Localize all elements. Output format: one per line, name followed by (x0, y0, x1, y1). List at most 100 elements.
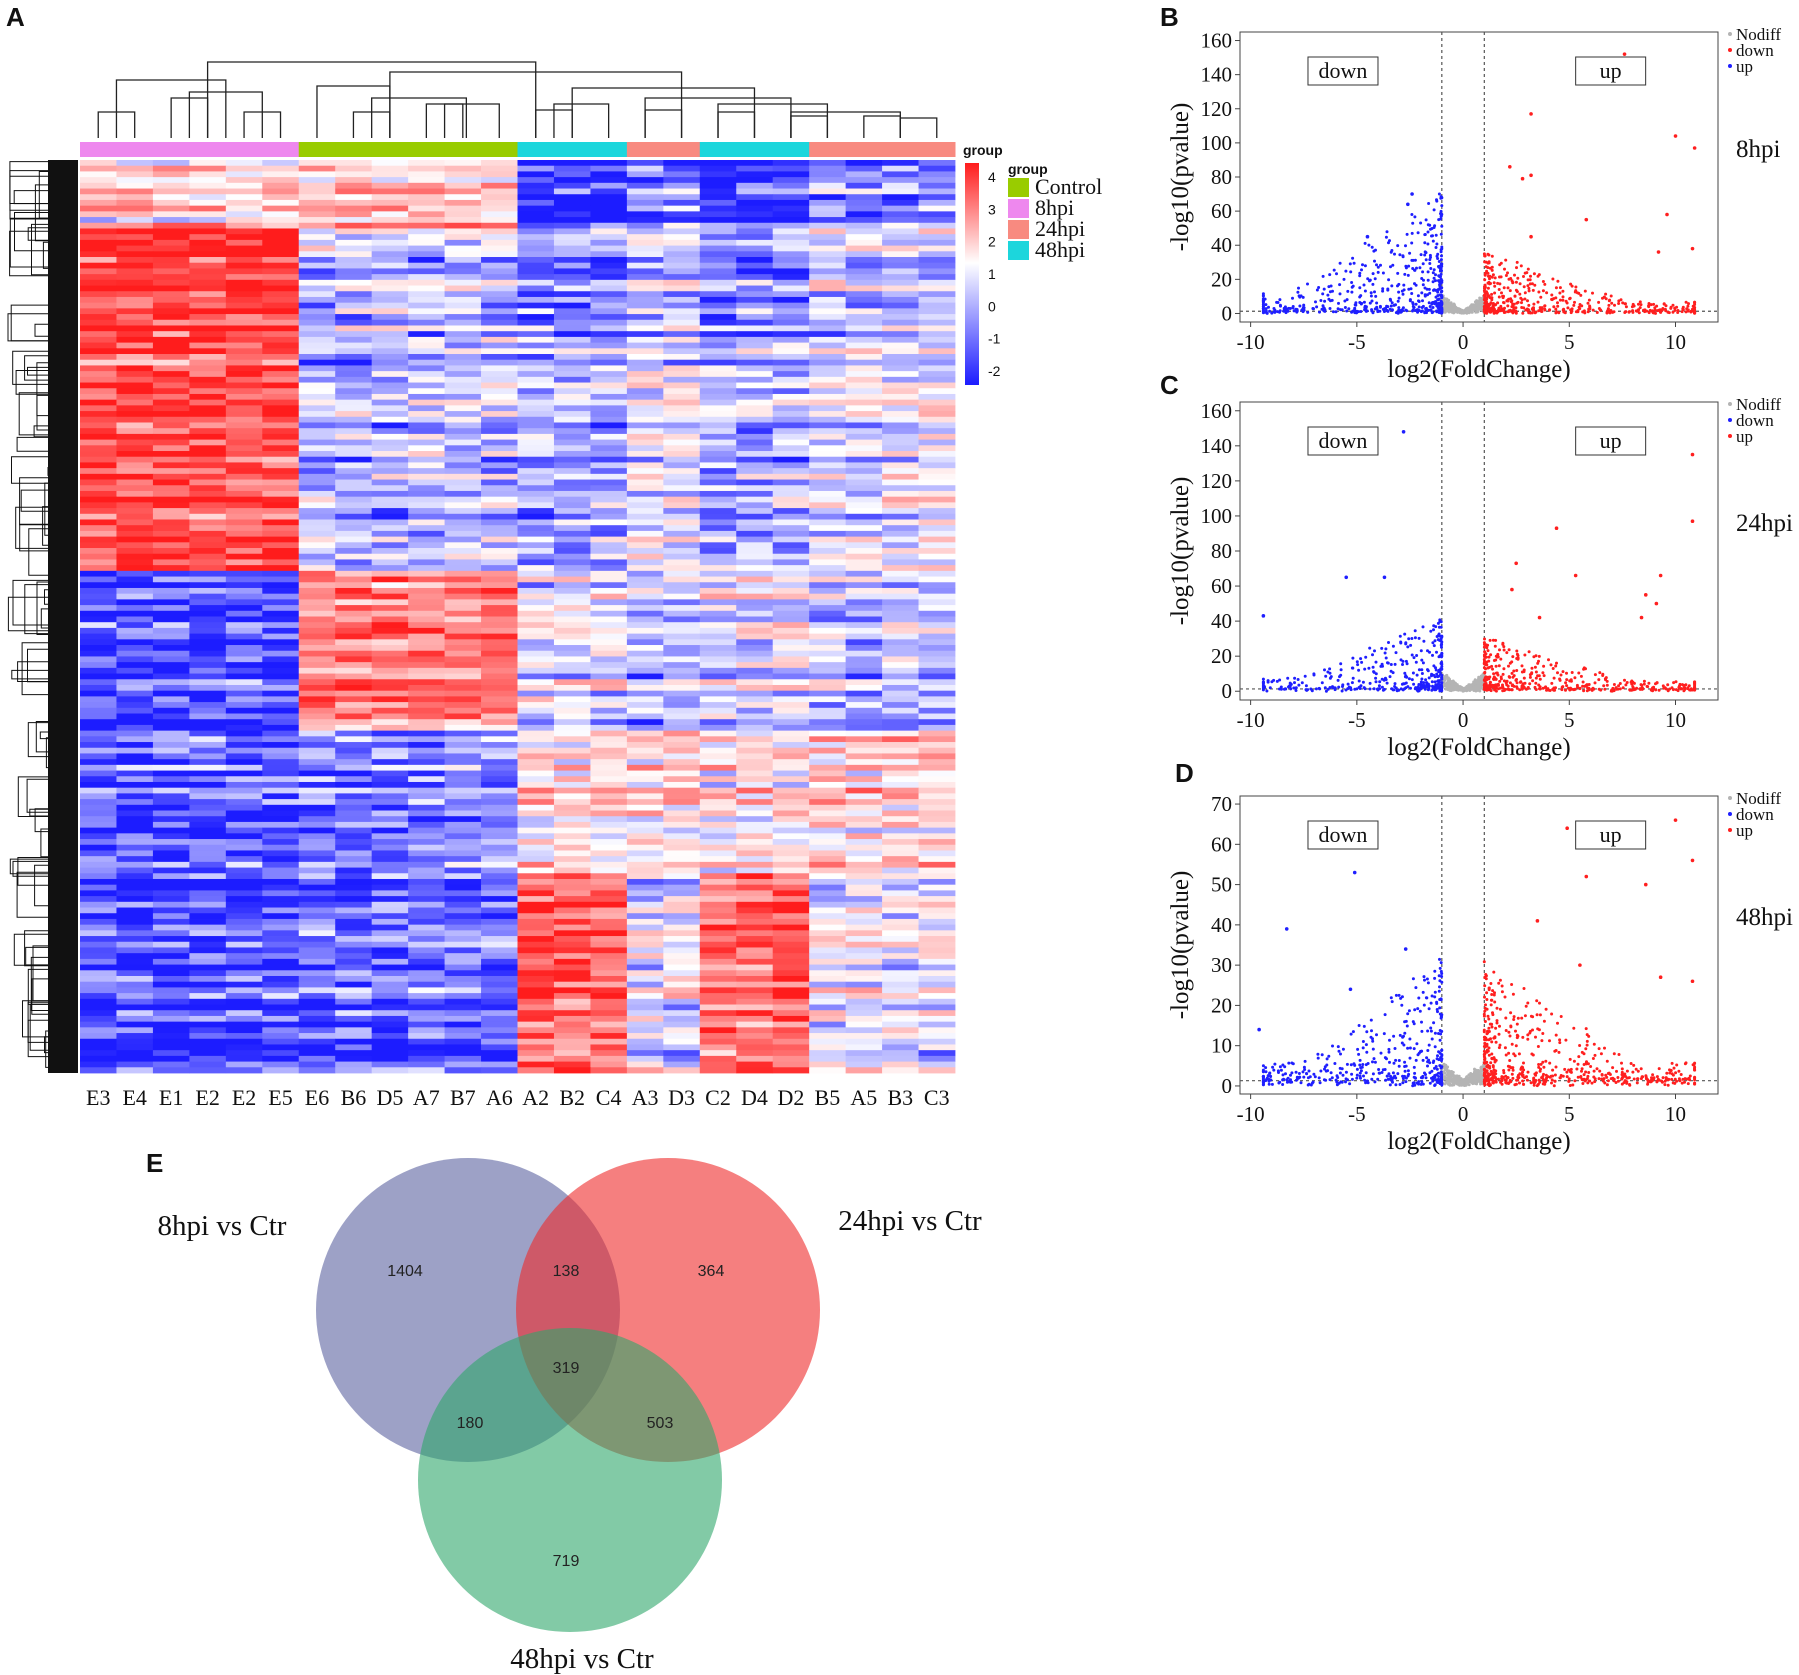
heatmap-cell (517, 1044, 555, 1051)
heatmap-cell (152, 182, 190, 189)
heatmap-cell (152, 188, 190, 195)
heatmap-cell (335, 975, 373, 983)
heatmap-cell (225, 451, 263, 458)
heatmap-cell (772, 553, 810, 560)
heatmap-cell (80, 160, 117, 167)
heatmap-cell (699, 530, 737, 538)
heatmap-cell (444, 673, 482, 680)
heatmap-cell (809, 1021, 847, 1028)
heatmap-cell (262, 257, 300, 264)
heatmap-cell (335, 302, 373, 309)
heatmap-cell (298, 713, 336, 720)
heatmap-cell (918, 1061, 956, 1068)
heatmap-cell (845, 1055, 883, 1062)
heatmap-cell (663, 861, 701, 868)
point-down (1326, 293, 1330, 297)
group-bar-cell (335, 142, 373, 157)
heatmap-cell (699, 382, 737, 389)
heatmap-cell (444, 605, 482, 612)
heatmap-cell (882, 742, 919, 749)
heatmap-cell (590, 593, 628, 600)
heatmap-cell (553, 953, 591, 960)
heatmap-cell (845, 1067, 883, 1074)
heatmap-cell (772, 679, 810, 686)
heatmap-cell (590, 878, 628, 886)
heatmap-cell (736, 291, 774, 298)
heatmap-cell (590, 257, 628, 264)
heatmap-cell (553, 673, 591, 680)
heatmap-cell (663, 667, 701, 674)
heatmap-cell (809, 850, 847, 857)
heatmap-cell (371, 325, 409, 332)
heatmap-cell (116, 810, 154, 817)
heatmap-cell (918, 770, 956, 777)
heatmap-cell (225, 793, 263, 800)
point-down (1421, 270, 1425, 274)
heatmap-cell (225, 376, 263, 383)
heatmap-cell (590, 285, 628, 292)
heatmap-cell (699, 217, 737, 224)
heatmap-cell (152, 936, 190, 943)
heatmap-cell (371, 627, 409, 635)
group-legend-title: group (1008, 161, 1048, 177)
heatmap-cell (116, 998, 154, 1005)
heatmap-cell (80, 787, 117, 794)
heatmap-cell (152, 1038, 190, 1045)
heatmap-cell (481, 878, 518, 886)
heatmap-cell (626, 399, 664, 406)
heatmap-cell (809, 833, 847, 840)
heatmap-cell (189, 679, 227, 686)
heatmap-cell (189, 1021, 227, 1028)
point-down (1376, 270, 1380, 274)
heatmap-cell (298, 770, 336, 777)
heatmap-cell (699, 490, 737, 498)
heatmap-cell (663, 285, 701, 292)
heatmap-cell (882, 199, 919, 207)
heatmap-cell (809, 781, 847, 789)
heatmap-cell (298, 1038, 336, 1045)
point-down (1390, 308, 1394, 312)
heatmap-cell (772, 211, 810, 218)
heatmap-cell (444, 998, 482, 1005)
scale-tick-label: 1 (988, 266, 996, 282)
heatmap-cell (918, 1021, 956, 1028)
point-down (1381, 287, 1385, 291)
heatmap-cell (335, 519, 373, 526)
heatmap-cell (481, 416, 518, 423)
heatmap-cell (882, 901, 919, 908)
heatmap-cell (225, 1044, 263, 1051)
heatmap-cell (699, 439, 737, 446)
heatmap-cell (517, 319, 555, 326)
heatmap-cell (152, 753, 190, 760)
heatmap-cell (517, 462, 555, 469)
heatmap-cell (918, 787, 956, 794)
heatmap-cell (590, 656, 628, 663)
heatmap-cell (262, 251, 300, 258)
heatmap-cell (298, 296, 336, 304)
heatmap-cell (444, 325, 482, 332)
heatmap-cell (736, 342, 774, 349)
heatmap-cell (298, 730, 336, 737)
heatmap-cell (408, 953, 445, 960)
heatmap-cell (298, 878, 336, 886)
heatmap-cell (116, 850, 154, 857)
point-down (1321, 304, 1325, 308)
heatmap-cell (225, 548, 263, 555)
heatmap-cell (736, 502, 774, 509)
heatmap-cell (371, 1050, 409, 1057)
heatmap-cell (517, 314, 555, 321)
heatmap-cell (918, 958, 956, 965)
heatmap-cell (663, 274, 701, 281)
heatmap-cell (408, 793, 445, 800)
point-down (1408, 299, 1412, 303)
heatmap-cell (809, 930, 847, 937)
heatmap-cell (590, 947, 628, 954)
heatmap-cell (553, 1044, 591, 1051)
heatmap-cell (116, 1027, 154, 1034)
heatmap-cell (918, 359, 956, 366)
heatmap-cell (262, 970, 300, 977)
heatmap-cell (918, 433, 956, 441)
heatmap-cell (152, 975, 190, 983)
heatmap-cell (590, 684, 628, 692)
heatmap-cell (152, 867, 190, 874)
